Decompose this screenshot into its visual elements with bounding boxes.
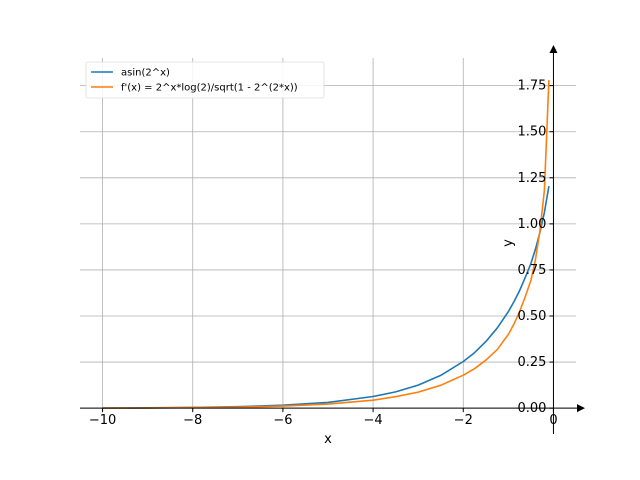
x-tick-label: −4 [364, 413, 383, 428]
y-tick-label: 0.75 [518, 263, 547, 278]
axes [80, 45, 585, 434]
series-line-0 [102, 185, 550, 409]
y-tick-label: 0.50 [518, 309, 547, 324]
legend-entry-0: asin(2^x) [121, 68, 170, 79]
ticks: −10 −8 −6 −4 −2 00.00 0.25 0.50 0.75 1.00 1.25 1.50… [89, 79, 558, 429]
y-tick-label: 1.25 [518, 171, 547, 186]
y-tick-label: 1.50 [518, 125, 547, 140]
y-axis-arrow [549, 45, 558, 53]
y-tick-label: 1.75 [518, 79, 547, 94]
x-tick-label: −2 [454, 413, 473, 428]
legend: asin(2^x) f'(x) = 2^x*log(2)/sqrt(1 - 2^(… [85, 61, 325, 99]
grid [80, 58, 576, 410]
y-tick-label: 0.00 [518, 401, 547, 416]
x-tick-label: −8 [183, 413, 202, 428]
x-tick-label: −10 [89, 413, 116, 428]
series-line-1 [102, 80, 550, 409]
legend-box [85, 61, 325, 99]
x-axis-label: x [324, 432, 332, 447]
series-lines [102, 80, 550, 409]
x-tick-label: 0 [549, 413, 557, 428]
x-tick-label: −6 [273, 413, 292, 428]
y-tick-label: 1.00 [518, 217, 547, 232]
x-axis-arrow [577, 404, 585, 413]
legend-entry-1: f'(x) = 2^x*log(2)/sqrt(1 - 2^(2*x)) [121, 83, 298, 94]
y-axis-label: y [501, 239, 516, 247]
y-tick-label: 0.25 [518, 355, 547, 370]
